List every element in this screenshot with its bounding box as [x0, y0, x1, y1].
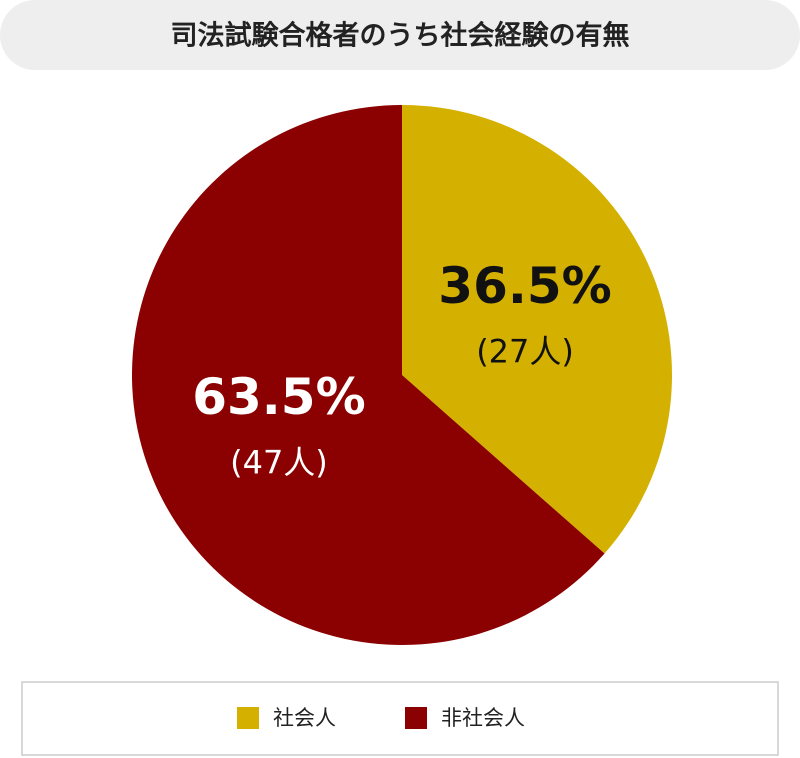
count-label: (27人)	[476, 332, 574, 370]
legend-label: 非社会人	[441, 706, 525, 730]
title-background	[0, 0, 800, 70]
value-label: 63.5%	[192, 368, 365, 426]
chart-title: 司法試験合格者のうち社会経験の有無	[171, 20, 630, 52]
legend-swatch	[237, 707, 259, 729]
legend-label: 社会人	[273, 706, 336, 730]
value-label: 36.5%	[438, 257, 611, 315]
count-label: (47人)	[230, 444, 328, 482]
legend-swatch	[405, 707, 427, 729]
pie-slice	[402, 105, 672, 554]
legend-box	[21, 681, 779, 756]
pie-slice	[131, 105, 605, 646]
